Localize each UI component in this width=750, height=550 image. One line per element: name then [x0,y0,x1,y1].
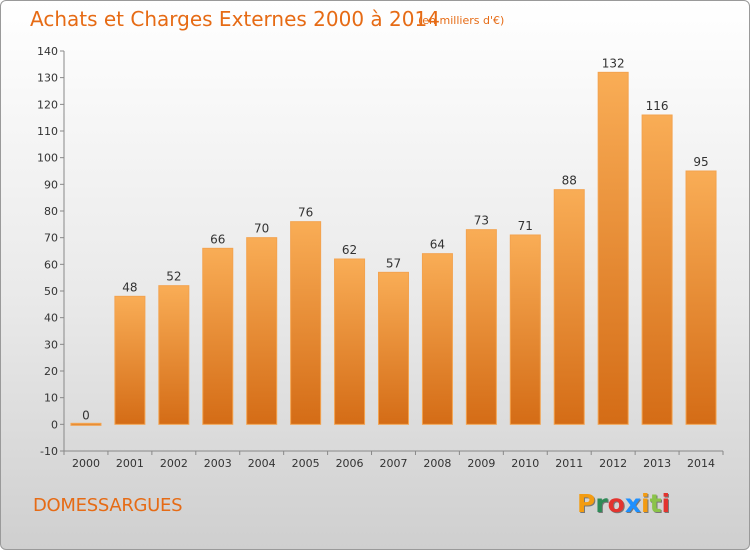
x-tick-label: 2014 [687,457,715,470]
logo-letter: o [607,489,625,518]
x-tick-label: 2005 [292,457,320,470]
bar [378,271,409,425]
x-tick-label: 2013 [643,457,671,470]
y-tick-label: 30 [44,338,58,351]
logo-letter: t [649,489,662,518]
chart-data-labels: 0 48 52 66 70 76 62 57 64 73 71 88 132 116 95 [82,56,709,422]
x-tick-label: 2011 [555,457,583,470]
bar [70,422,102,426]
data-label: 116 [646,99,669,113]
y-tick-label: 120 [37,98,58,111]
y-tick-label: 10 [44,392,58,405]
x-tick-label: 2007 [380,457,408,470]
logo-letter: i [641,489,650,518]
x-tick-label: 2012 [599,457,627,470]
data-label: 71 [518,219,533,233]
bar [246,237,278,425]
data-label: 88 [562,174,577,188]
bar [465,229,497,425]
x-tick-label: 2008 [423,457,451,470]
data-label: 132 [602,56,625,70]
data-label: 48 [122,280,137,294]
x-tick-label: 2006 [336,457,364,470]
y-tick-label: 0 [51,418,58,431]
data-label: 70 [254,222,269,236]
x-tick-label: 2001 [116,457,144,470]
data-label: 76 [298,206,313,220]
y-tick-label: 40 [44,312,58,325]
bar [202,247,234,425]
y-tick-label: 90 [44,178,58,191]
bar [114,295,146,425]
x-tick-label: 2002 [160,457,188,470]
logo-letter: r [595,489,608,518]
y-tick-label: -10 [40,445,58,458]
data-label: 66 [210,232,225,246]
data-label: 62 [342,243,357,257]
bar [509,234,541,425]
y-tick-label: 130 [37,72,58,85]
y-tick-label: 20 [44,365,58,378]
data-label: 73 [474,214,489,228]
logo-letter: P [577,489,596,518]
bar [641,114,673,425]
bar [421,253,453,425]
x-tick-label: 2000 [72,457,100,470]
bar [553,189,585,425]
place-name: DOMESSARGUES [33,495,183,516]
y-tick-label: 70 [44,232,58,245]
data-label: 95 [693,155,708,169]
bar [334,258,366,425]
bar [685,170,717,425]
logo-letter: x [624,489,641,518]
data-label: 52 [166,270,181,284]
chart-subtitle: (en milliers d'€) [418,14,505,27]
bar [290,221,322,425]
proxiti-logo[interactable]: Proxiti [577,489,670,518]
x-tick-label: 2010 [511,457,539,470]
x-tick-label: 2003 [204,457,232,470]
y-tick-label: 50 [44,285,58,298]
bar [158,285,190,425]
x-tick-label: 2004 [248,457,276,470]
bar [597,71,629,425]
y-tick-label: 80 [44,205,58,218]
data-label: 64 [430,238,445,252]
y-tick-label: 60 [44,258,58,271]
y-tick-label: 140 [37,45,58,58]
chart-title: Achats et Charges Externes 2000 à 2014 [30,7,440,31]
chart-bars [70,71,717,426]
data-label: 57 [386,256,401,270]
y-tick-label: 100 [37,152,58,165]
x-tick-label: 2009 [467,457,495,470]
logo-letter: i [661,489,671,518]
y-tick-label: 110 [37,125,58,138]
chart-axes: -10 0 10 20 30 40 50 60 70 80 90 100 110 120 130 140 200… [37,45,724,470]
data-label: 0 [82,408,90,422]
